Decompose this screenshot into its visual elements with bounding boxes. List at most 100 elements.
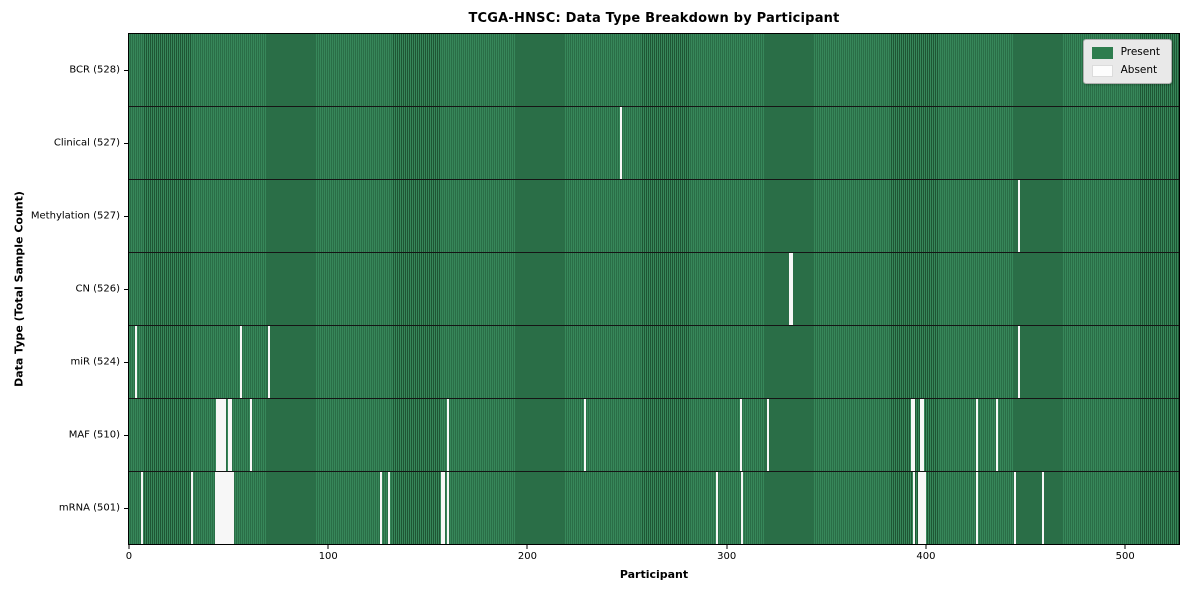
x-tick-label: 400 [916,551,936,562]
y-tick-label: CN (526) [75,283,120,295]
y-tick [124,289,128,290]
absent-mark [976,472,979,544]
absent-mark [920,472,923,544]
x-tick-label: 0 [125,551,133,562]
x-tick-label: 100 [318,551,338,562]
absent-mark [791,253,794,325]
absent-mark [216,472,219,544]
absent-mark [387,472,390,544]
absent-mark [789,253,792,325]
absent-mark [920,399,923,471]
y-tick-labels: BCR (528) Clinical (527) Methylation (527)… [0,33,120,545]
absent-mark [620,107,623,179]
absent-mark [922,399,925,471]
absent-mark [230,472,233,544]
absent-mark [250,399,253,471]
absent-mark [379,472,382,544]
x-tick-marks [128,545,1180,549]
absent-mark [1017,180,1020,252]
absent-mark [218,472,221,544]
x-tick-label: 500 [1115,551,1135,562]
absent-mark [922,472,925,544]
legend-item-present: Present [1091,46,1160,59]
absent-mark [228,399,231,471]
x-tick [128,545,130,549]
absent-mark [218,399,221,471]
heatmap-row-BCR [129,34,1179,106]
x-tick [925,545,927,549]
absent-mark [214,472,217,544]
absent-swatch-icon [1091,64,1113,77]
absent-mark [222,399,225,471]
heatmap-row-CN [129,252,1179,325]
absent-mark [220,399,223,471]
y-tick [124,362,128,364]
x-tick [726,545,728,549]
heatmap-row-MAF [129,398,1179,471]
heatmap-row-Clinical [129,106,1179,179]
legend-item-absent: Absent [1091,64,1160,77]
x-tick-label: 300 [717,551,737,562]
x-tick-label: 200 [517,551,538,562]
heatmap-row-Methylation [129,179,1179,252]
x-tick [1124,545,1126,549]
x-axis-label: Participant [619,568,689,581]
y-tick-label: Clinical (527) [53,137,120,149]
absent-mark [976,399,979,471]
y-tick [124,508,128,510]
y-tick-label: BCR (528) [69,64,120,76]
absent-mark [715,472,718,544]
x-tick [526,545,528,549]
absent-mark [224,472,227,544]
absent-mark [1013,472,1016,544]
absent-mark [912,472,915,544]
x-tick-labels: 0 100 200 300 400 500 [125,551,1180,565]
absent-mark [910,399,913,471]
absent-mark [230,399,233,471]
absent-mark [918,472,921,544]
absent-mark [140,472,143,544]
heatmap-row-mRNA [129,471,1179,544]
absent-mark [268,326,271,398]
absent-mark [220,472,223,544]
absent-mark [767,399,770,471]
absent-mark [222,472,225,544]
heatmap-row-miR [129,325,1179,398]
absent-mark [1041,472,1044,544]
absent-mark [912,399,915,471]
absent-mark [226,472,229,544]
y-tick [124,142,128,144]
y-tick [124,215,128,217]
y-tick-label: miR (524) [70,356,120,368]
y-tick-marks [124,33,128,545]
chart-title: TCGA-HNSC: Data Type Breakdown by Partic… [468,11,840,26]
y-tick-label: MAF (510) [68,429,120,441]
absent-mark [924,472,927,544]
y-tick-label: Methylation (527) [30,210,120,222]
absent-mark [996,399,999,471]
y-tick [124,435,128,437]
absent-mark [441,472,444,544]
absent-mark [739,399,742,471]
absent-mark [443,472,446,544]
absent-mark [584,399,587,471]
legend-label-absent: Absent [1120,64,1158,76]
absent-mark [228,472,231,544]
absent-mark [447,399,450,471]
absent-mark [232,472,235,544]
legend: Present Absent [1082,39,1172,84]
y-tick-label: mRNA (501) [58,502,120,514]
absent-mark [134,326,137,398]
legend-label-present: Present [1120,46,1160,58]
plot-area [128,33,1180,545]
absent-mark [447,472,450,544]
present-swatch-icon [1091,46,1113,59]
absent-mark [741,472,744,544]
absent-mark [1017,326,1020,398]
absent-mark [240,326,243,398]
x-tick [327,545,329,549]
absent-mark [216,399,219,471]
absent-mark [224,399,227,471]
absent-mark [190,472,193,544]
